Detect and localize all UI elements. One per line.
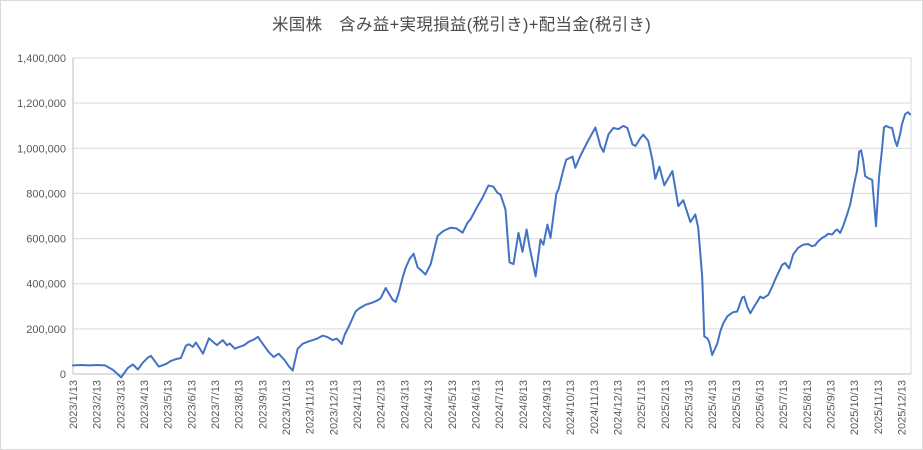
- x-tick-label: 2024/11/13: [589, 380, 601, 434]
- x-tick-label: 2023/1/13: [68, 380, 80, 429]
- x-tick-label: 2025/8/13: [802, 380, 814, 429]
- x-tick-label: 2025/1/13: [636, 380, 648, 429]
- x-tick-label: 2025/6/13: [755, 380, 767, 429]
- y-tick-label: 1,000,000: [17, 143, 66, 155]
- chart-title: 米国株 含み益+実現損益(税引き)+配当金(税引き): [271, 16, 652, 34]
- x-tick-label: 2025/7/13: [778, 380, 790, 429]
- x-tick-label: 2023/3/13: [115, 380, 127, 429]
- x-tick-label: 2024/8/13: [518, 380, 530, 429]
- x-tick-label: 2023/5/13: [163, 380, 175, 429]
- x-tick-label: 2025/2/13: [660, 380, 672, 429]
- y-tick-label: 600,000: [26, 234, 66, 246]
- x-tick-label: 2024/2/13: [376, 380, 388, 429]
- x-tick-label: 2025/9/13: [826, 380, 838, 429]
- x-tick-label: 2023/8/13: [234, 380, 246, 429]
- x-tick-label: 2024/12/13: [613, 380, 625, 435]
- x-tick-label: 2023/12/13: [328, 380, 340, 435]
- x-axis-labels-group: 2023/1/13 2023/2/13 2023/3/13 2023/4/13 2023…: [68, 380, 909, 435]
- x-tick-label: 2024/10/13: [565, 380, 577, 435]
- y-tick-label: 800,000: [26, 188, 66, 200]
- x-tick-label: 2023/10/13: [281, 380, 293, 435]
- x-tick-label: 2024/4/13: [423, 380, 435, 429]
- x-tick-label: 2023/2/13: [92, 380, 104, 429]
- x-tick-label: 2023/7/13: [210, 380, 222, 429]
- y-tick-label: 1,400,000: [17, 53, 66, 65]
- x-tick-label: 2024/5/13: [447, 380, 459, 429]
- x-tick-label: 2023/6/13: [186, 380, 198, 429]
- x-tick-label: 2023/4/13: [139, 380, 151, 429]
- x-tick-label: 2024/3/13: [399, 380, 411, 429]
- x-tick-label: 2025/3/13: [684, 380, 696, 429]
- x-tick-label: 2025/5/13: [731, 380, 743, 429]
- y-tick-label: 1,200,000: [17, 98, 66, 110]
- x-tick-label: 2025/11/13: [873, 380, 885, 434]
- x-tick-label: 2025/12/13: [897, 380, 909, 435]
- x-tick-label: 2025/10/13: [849, 380, 861, 435]
- y-tick-label: 0: [60, 369, 66, 381]
- x-tick-label: 2023/11/13: [305, 380, 317, 434]
- y-tick-label: 400,000: [26, 279, 66, 291]
- x-tick-label: 2024/1/13: [352, 380, 364, 429]
- x-tick-label: 2025/4/13: [707, 380, 719, 429]
- series-line: [72, 111, 912, 379]
- x-tick-label: 2024/9/13: [541, 380, 553, 429]
- gridlines-group: 0 200,000 400,000 600,000 800,000 1,000,000 1,…: [17, 53, 911, 381]
- y-tick-label: 200,000: [26, 324, 66, 336]
- x-tick-label: 2024/7/13: [494, 380, 506, 429]
- x-tick-label: 2024/6/13: [470, 380, 482, 429]
- x-tick-label: 2023/9/13: [257, 380, 269, 429]
